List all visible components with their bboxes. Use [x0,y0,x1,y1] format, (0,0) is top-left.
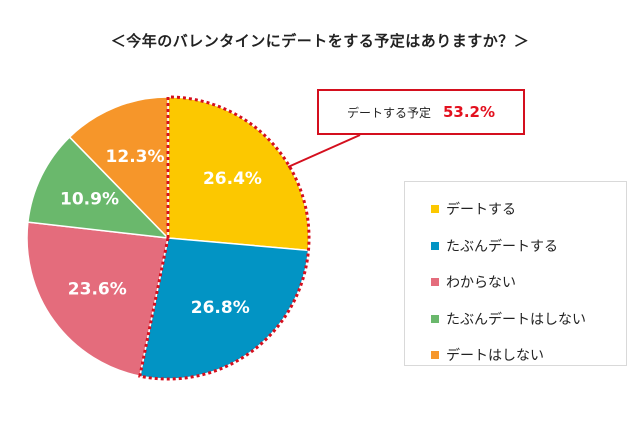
highlight-outline [138,95,311,381]
legend-label: たぶんデートする [446,238,558,255]
pie-slice [26,221,169,378]
pie-slice [68,96,169,240]
callout-leader-line [287,134,361,168]
slice-label: 26.8% [191,298,250,318]
callout-box: デートする予定 53.2% [317,89,525,135]
legend-swatch [431,278,439,287]
callout-value: 53.2% [442,103,496,121]
slice-label: 10.9% [60,190,119,210]
pie-slice [27,135,171,239]
legend-item-maybe-date: たぶんデートする [431,228,626,265]
pie-slices [26,96,310,380]
legend-item-maybe-no-date: たぶんデートはしない [431,301,626,338]
slice-label: 12.3% [106,147,165,167]
legend: デートする たぶんデートする わからない たぶんデートはしない デートはしない [404,181,627,366]
slice-labels: 26.4% 26.8% 23.6% 10.9% 12.3% [60,147,262,318]
legend-item-date: デートする [431,191,626,228]
slice-label: 26.4% [203,169,262,189]
legend-swatch [431,241,439,250]
legend-label: デートはしない [446,348,544,365]
slice-label: 23.6% [68,279,127,299]
legend-swatch [431,205,439,214]
legend-swatch [431,351,439,360]
legend-item-unsure: わからない [431,264,626,301]
legend-swatch [431,314,439,323]
callout-label: デートする予定 [346,105,431,120]
legend-label: たぶんデートはしない [446,311,586,328]
legend-label: わからない [446,275,516,292]
legend-label: デートする [446,202,516,219]
legend-item-no-date: デートはしない [431,337,626,374]
chart-title: ＜今年のバレンタインにデートをする予定はありますか？＞ [110,32,530,50]
